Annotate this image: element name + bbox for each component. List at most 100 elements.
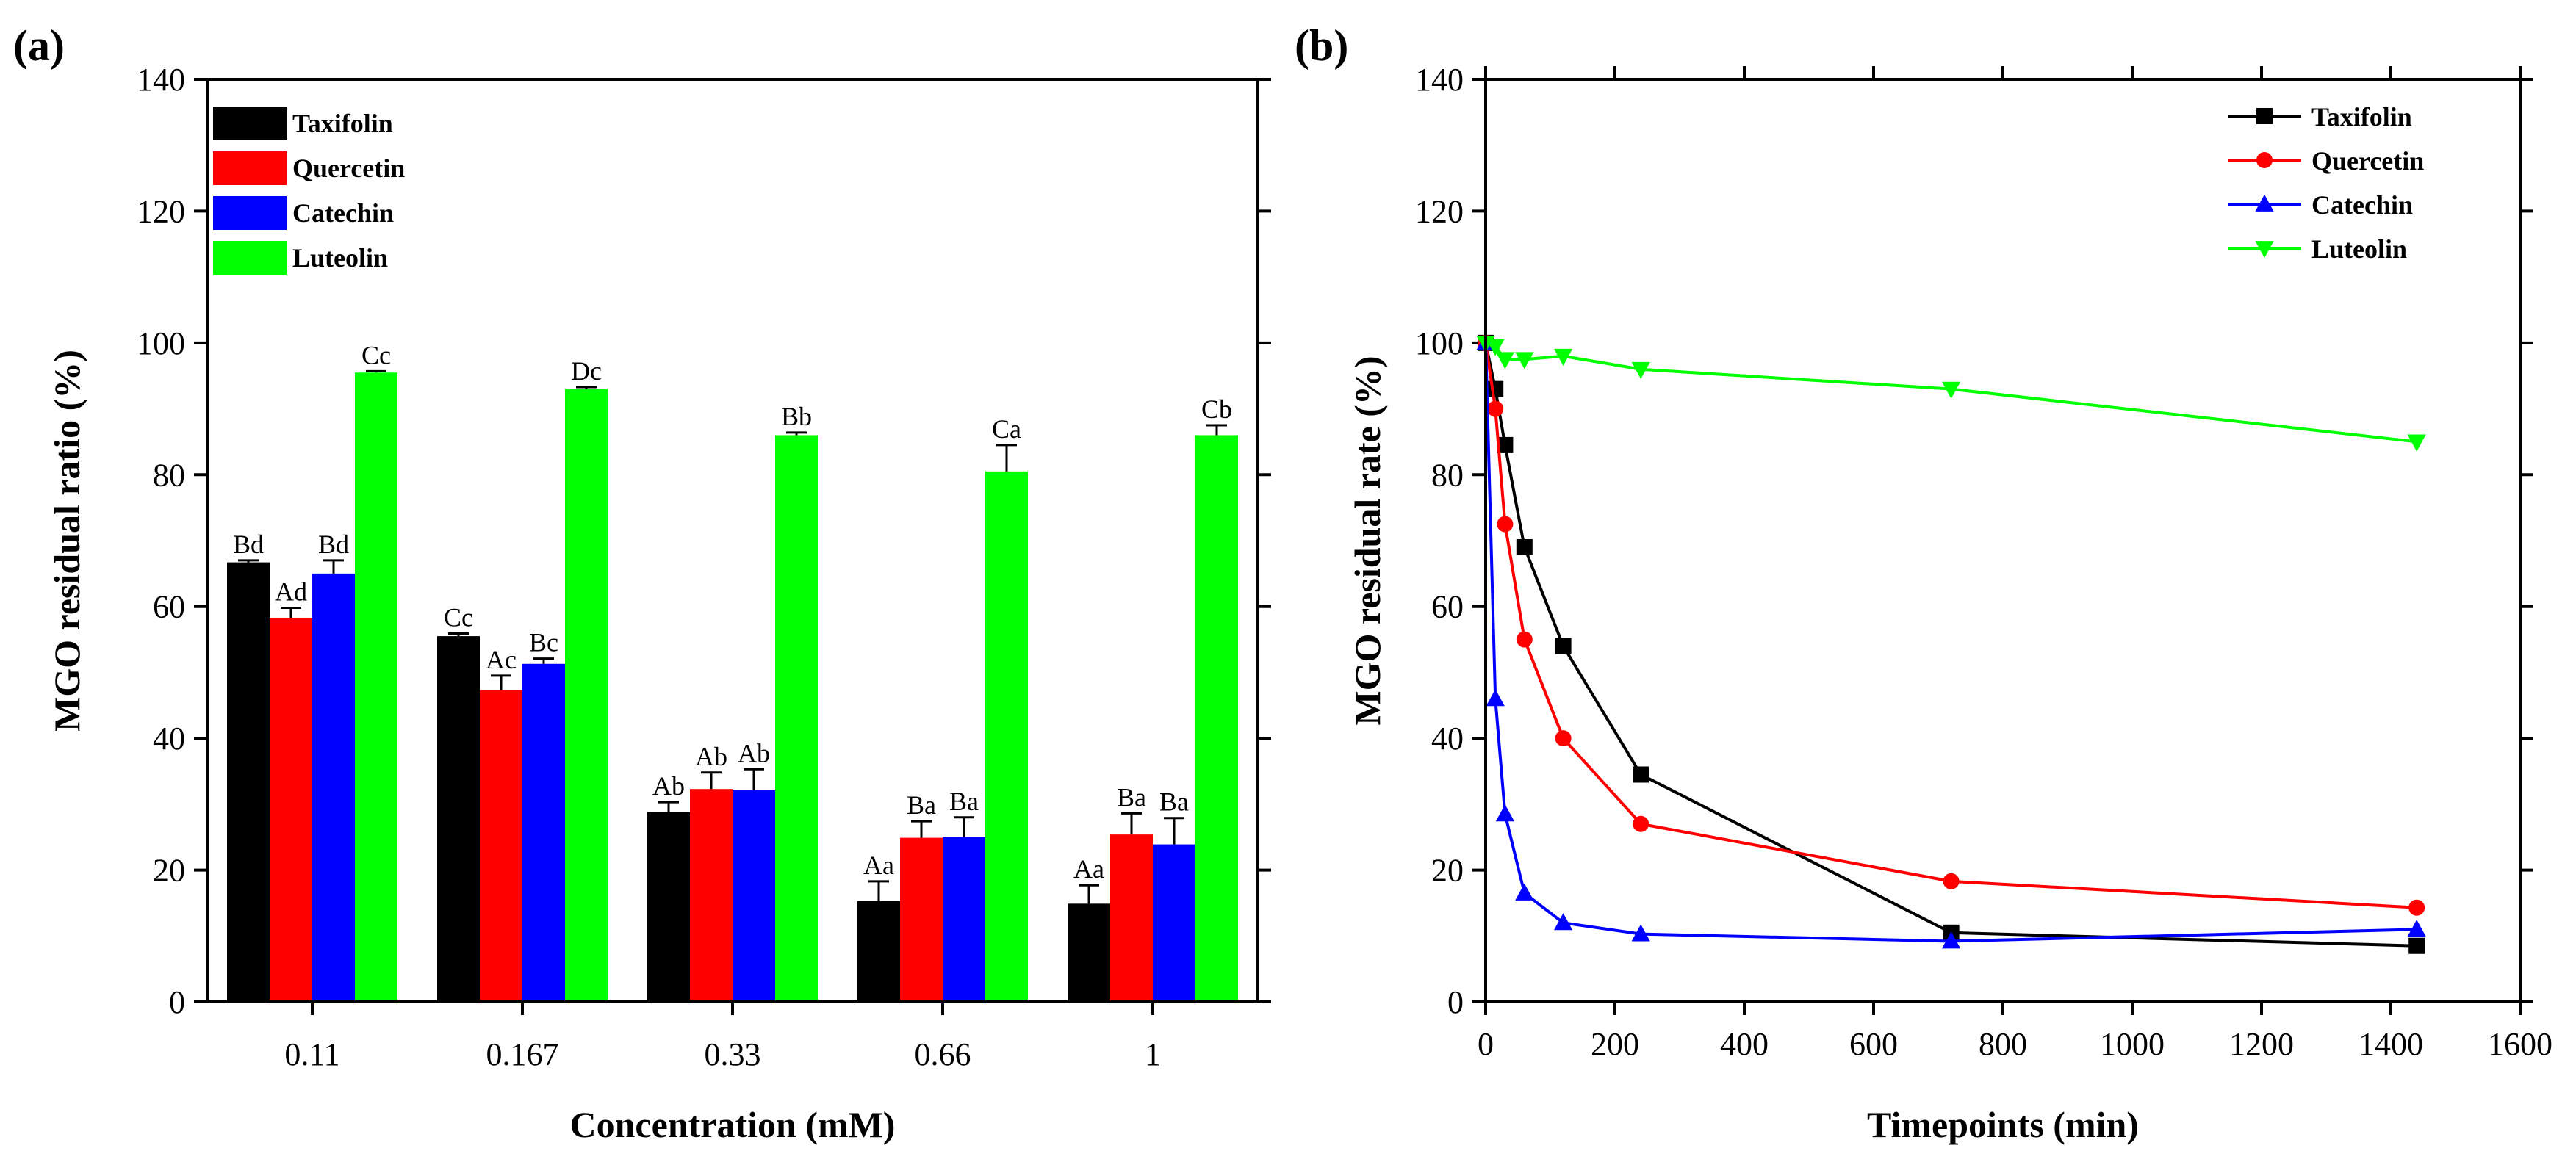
x-tick-label: 800 <box>1979 1026 2027 1062</box>
significance-label: Cb <box>1201 394 1232 424</box>
data-point <box>1495 804 1515 822</box>
y-tick-label: 0 <box>1447 984 1464 1020</box>
bar <box>437 636 480 1002</box>
data-point <box>1516 631 1533 648</box>
x-tick-label: 0.66 <box>915 1036 971 1072</box>
data-point <box>1515 352 1534 369</box>
legend: Taxifolin Quercetin Catechin Luteolin <box>213 107 405 275</box>
panel-label-a: (a) <box>13 21 65 70</box>
bar <box>733 790 775 1002</box>
x-tick-label: 0.167 <box>486 1036 559 1072</box>
data-point <box>1553 913 1573 931</box>
bar <box>857 901 900 1002</box>
legend-label: Luteolin <box>292 243 388 273</box>
data-point <box>1486 339 1505 356</box>
y-tick-label: 0 <box>169 984 185 1020</box>
significance-label: Ba <box>907 790 936 820</box>
data-point <box>1516 538 1533 555</box>
x-tick-label: 0.11 <box>284 1036 339 1072</box>
data-point <box>1487 380 1504 397</box>
y-tick-label: 60 <box>1431 589 1464 625</box>
legend-swatch <box>213 241 287 275</box>
y-tick-label: 40 <box>1431 721 1464 757</box>
significance-label: Dc <box>571 356 602 386</box>
data-point <box>1497 516 1514 533</box>
bar <box>647 812 690 1002</box>
plot-frame <box>1484 78 2522 1003</box>
significance-label: Aa <box>1073 854 1104 884</box>
x-tick-label: 1200 <box>2229 1026 2294 1062</box>
bar <box>900 837 943 1002</box>
plot-frame <box>206 78 1259 1003</box>
data-point <box>1941 931 1961 949</box>
data-point <box>1943 873 1960 889</box>
bar <box>1068 903 1110 1002</box>
x-tick-label: 1600 <box>2488 1026 2552 1062</box>
x-tick-label: 200 <box>1591 1026 1639 1062</box>
legend-label: Luteolin <box>2311 234 2407 264</box>
x-axis-label: Timepoints (min) <box>1867 1104 2139 1145</box>
bar <box>775 435 818 1002</box>
data-point <box>1555 730 1572 747</box>
data-point <box>1495 352 1515 369</box>
y-tick-label: 40 <box>153 721 185 757</box>
data-point <box>1497 436 1514 453</box>
bar <box>1153 844 1195 1002</box>
data-point <box>2407 434 2426 452</box>
significance-label: Cc <box>444 602 473 632</box>
data-point <box>2408 937 2425 954</box>
significance-label: Bd <box>318 530 349 559</box>
bar <box>270 617 312 1002</box>
series-line <box>1484 342 2417 909</box>
series-line <box>1484 342 2417 948</box>
x-axis-label: Concentration (mM) <box>570 1104 896 1145</box>
data-point <box>1486 689 1505 707</box>
bar <box>355 372 397 1002</box>
legend-label: Quercetin <box>2311 146 2424 176</box>
significance-label: Ab <box>738 738 770 768</box>
legend-marker <box>2256 108 2273 124</box>
data-point <box>2408 899 2425 916</box>
panel-label-b: (b) <box>1295 21 1348 70</box>
x-tick-label: 1000 <box>2100 1026 2165 1062</box>
data-point <box>2407 920 2426 937</box>
x-tick-label: 0.33 <box>705 1036 761 1072</box>
legend-swatch <box>213 151 287 185</box>
y-tick-label: 100 <box>1415 325 1464 361</box>
significance-label: Ab <box>652 771 685 801</box>
significance-label: Bc <box>529 628 558 657</box>
significance-label: Ad <box>275 577 307 607</box>
y-tick-label: 20 <box>153 853 185 889</box>
legend-marker <box>2256 152 2273 168</box>
significance-label: Bb <box>781 402 812 431</box>
legend-label: Taxifolin <box>2311 102 2412 131</box>
bar-chart-panel: 0 20 40 60 80 100 120 140 0.11 Bd Ad Bd Cc 0.167 Cc Ac B… <box>46 62 1271 1145</box>
bar <box>480 690 522 1002</box>
legend-swatch <box>213 107 287 140</box>
data-point <box>1941 381 1961 399</box>
data-point <box>1555 638 1572 654</box>
significance-label: Ba <box>949 787 979 816</box>
bar <box>312 573 355 1002</box>
significance-label: Cc <box>361 340 391 369</box>
y-tick-label: 120 <box>1415 193 1464 229</box>
significance-label: Ba <box>1159 787 1189 817</box>
x-tick-label: 400 <box>1720 1026 1769 1062</box>
bar <box>943 837 985 1002</box>
y-axis-label: MGO residual rate (%) <box>1347 356 1388 725</box>
data-point <box>1631 924 1650 942</box>
legend-marker <box>2255 241 2274 259</box>
data-point <box>1553 348 1573 366</box>
y-tick-label: 60 <box>153 589 185 625</box>
legend-label: Quercetin <box>292 154 405 183</box>
data-point <box>1631 361 1650 379</box>
significance-label: Ab <box>695 742 727 771</box>
legend-label: Catechin <box>292 198 394 228</box>
legend-label: Taxifolin <box>292 109 393 138</box>
bar <box>227 562 270 1002</box>
series-line <box>1484 342 2417 943</box>
legend-swatch <box>213 196 287 230</box>
x-tick-label: 0 <box>1478 1026 1494 1062</box>
